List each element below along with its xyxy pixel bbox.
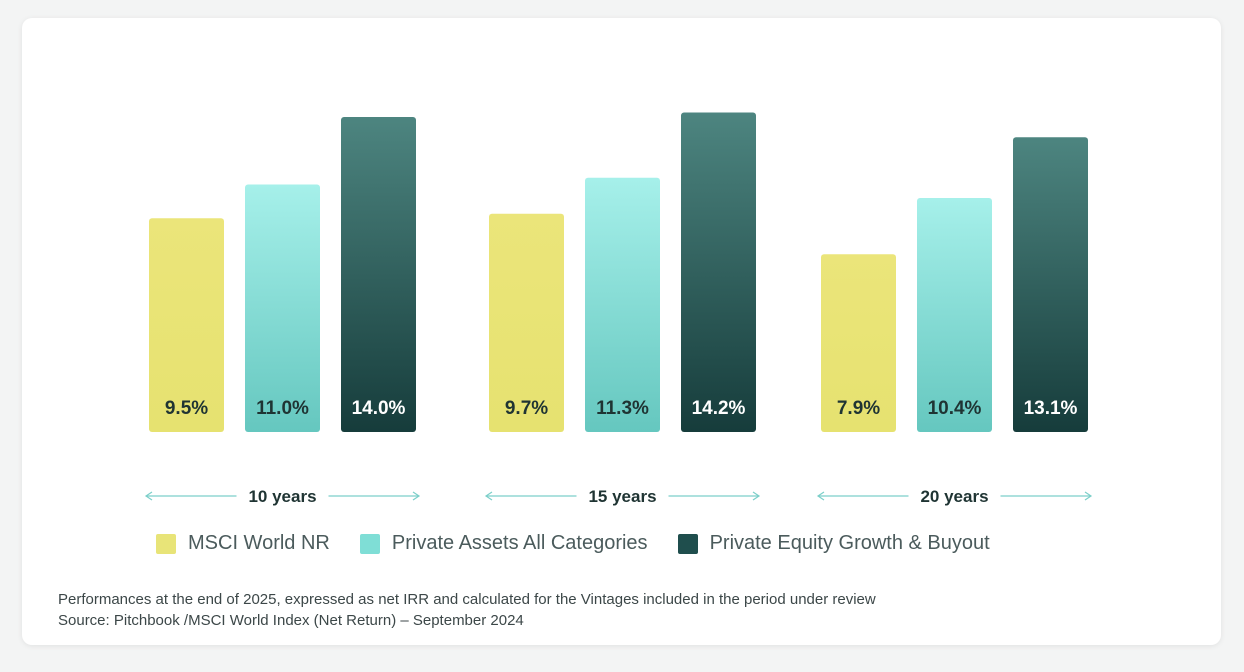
bar-label-private-equity-2: 14.2% (692, 398, 746, 419)
arrow-right-icon (1084, 491, 1093, 501)
arrow-left-icon (144, 491, 153, 501)
bar-label-msci-1: 9.5% (165, 398, 208, 419)
bar-label-private-assets-2: 11.3% (596, 398, 649, 419)
bar-private-equity-2 (681, 112, 756, 432)
bar-msci-3 (821, 254, 896, 432)
bar-msci-2 (489, 213, 564, 432)
bar-private-equity-3 (1013, 137, 1088, 432)
bar-label-private-equity-1: 14.0% (352, 398, 406, 419)
legend: MSCI World NR Private Assets All Categor… (156, 532, 1020, 555)
legend-item-private-equity: Private Equity Growth & Buyout (677, 532, 990, 555)
arrow-right-icon (752, 491, 761, 501)
legend-label-msci: MSCI World NR (188, 532, 330, 554)
bar-label-msci-2: 9.7% (505, 398, 548, 419)
bar-private-assets-1 (245, 184, 320, 432)
bar-private-assets-3 (917, 198, 992, 432)
bar-label-private-equity-3: 13.1% (1024, 398, 1078, 419)
x-group-label-1: 10 years (248, 487, 316, 506)
legend-item-private-assets: Private Assets All Categories (359, 532, 648, 555)
legend-label-private-assets: Private Assets All Categories (391, 532, 648, 554)
legend-swatch-private-equity (677, 533, 698, 554)
footnote-performance: Performances at the end of 2025, express… (58, 591, 876, 608)
arrow-left-icon (816, 491, 825, 501)
footnote-source: Source: Pitchbook /MSCI World Index (Net… (58, 612, 524, 629)
bar-private-assets-2 (585, 177, 660, 432)
legend-item-msci: MSCI World NR (156, 532, 330, 555)
x-group-label-3: 20 years (920, 487, 988, 506)
bar-private-equity-1 (341, 117, 416, 432)
x-group-label-2: 15 years (588, 487, 656, 506)
legend-swatch-private-assets (359, 533, 380, 554)
bar-label-private-assets-1: 11.0% (256, 398, 309, 419)
footnote: Performances at the end of 2025, express… (58, 589, 876, 631)
bar-label-private-assets-3: 10.4% (928, 398, 982, 419)
legend-label-private-equity: Private Equity Growth & Buyout (709, 532, 990, 554)
bar-msci-1 (149, 218, 224, 432)
bar-label-msci-3: 7.9% (837, 398, 880, 419)
arrow-left-icon (484, 491, 493, 501)
legend-swatch-msci (156, 533, 176, 554)
arrow-right-icon (412, 491, 421, 501)
